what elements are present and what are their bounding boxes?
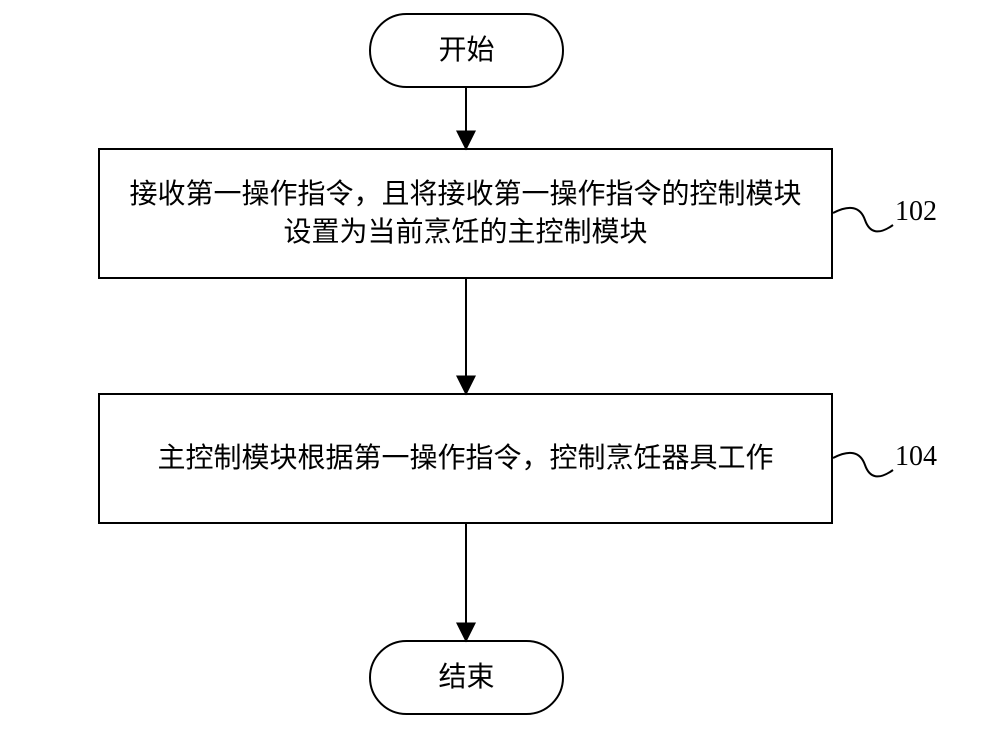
connectors-svg [0, 0, 1000, 744]
flowchart-canvas: 开始 接收第一操作指令，且将接收第一操作指令的控制模块设置为当前烹饪的主控制模块… [0, 0, 1000, 744]
process-node-104: 主控制模块根据第一操作指令，控制烹饪器具工作 [98, 393, 833, 524]
squiggle-102 [833, 208, 893, 232]
start-label: 开始 [438, 32, 494, 70]
end-label: 结束 [438, 659, 494, 697]
step-number-104: 104 [895, 441, 937, 473]
process-102-text: 接收第一操作指令，且将接收第一操作指令的控制模块设置为当前烹饪的主控制模块 [120, 176, 811, 252]
step-number-104-text: 104 [895, 441, 937, 472]
process-104-text: 主控制模块根据第一操作指令，控制烹饪器具工作 [157, 440, 773, 478]
start-node: 开始 [369, 13, 564, 88]
process-node-102: 接收第一操作指令，且将接收第一操作指令的控制模块设置为当前烹饪的主控制模块 [98, 148, 833, 279]
step-number-102: 102 [895, 196, 937, 228]
squiggle-104 [833, 453, 893, 477]
step-number-102-text: 102 [895, 196, 937, 227]
end-node: 结束 [369, 640, 564, 715]
